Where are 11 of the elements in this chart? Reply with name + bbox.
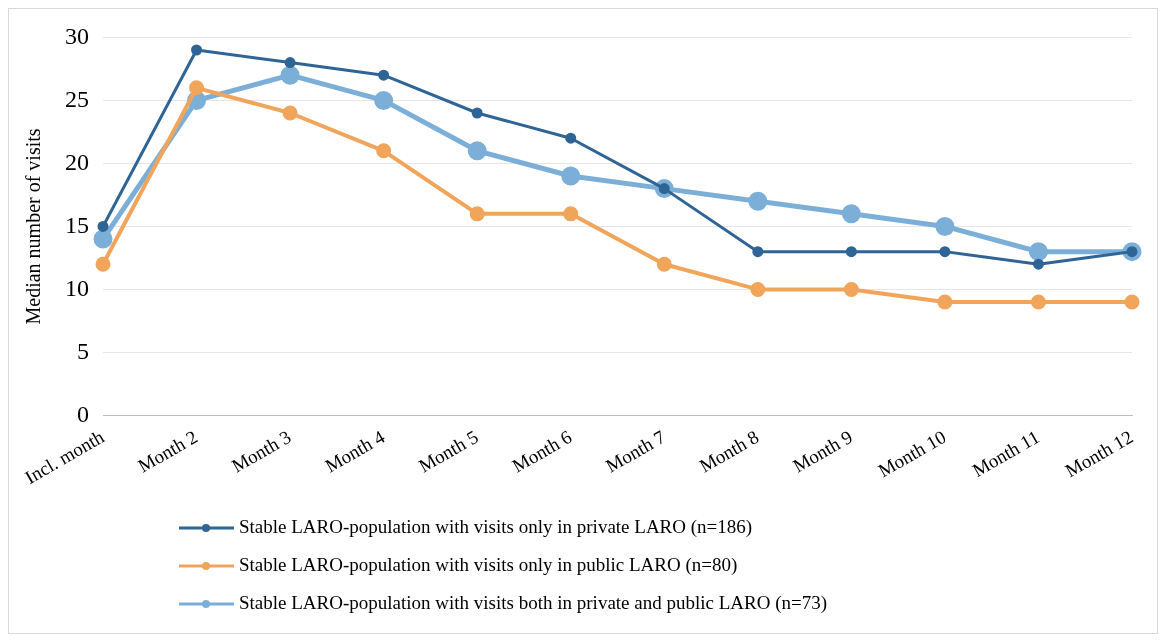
y-tick-label: 20 [65,148,89,175]
y-tick-label: 5 [77,337,89,364]
legend-label: Stable LARO-population with visits only in public LARO (n=80) [239,553,738,576]
y-tick-label: 25 [65,85,89,112]
y-tick-label: 15 [65,211,89,238]
legend-label: Stable LARO-population with visits both in private and public LARO (n=73) [239,591,828,614]
y-tick-label: 0 [77,400,89,427]
y-tick-label: 10 [65,274,89,301]
legend-label: Stable LARO-population with visits only in private LARO (n=186) [239,515,753,538]
y-axis-title: Median number of visits [22,128,45,325]
y-tick-label: 30 [65,22,89,49]
